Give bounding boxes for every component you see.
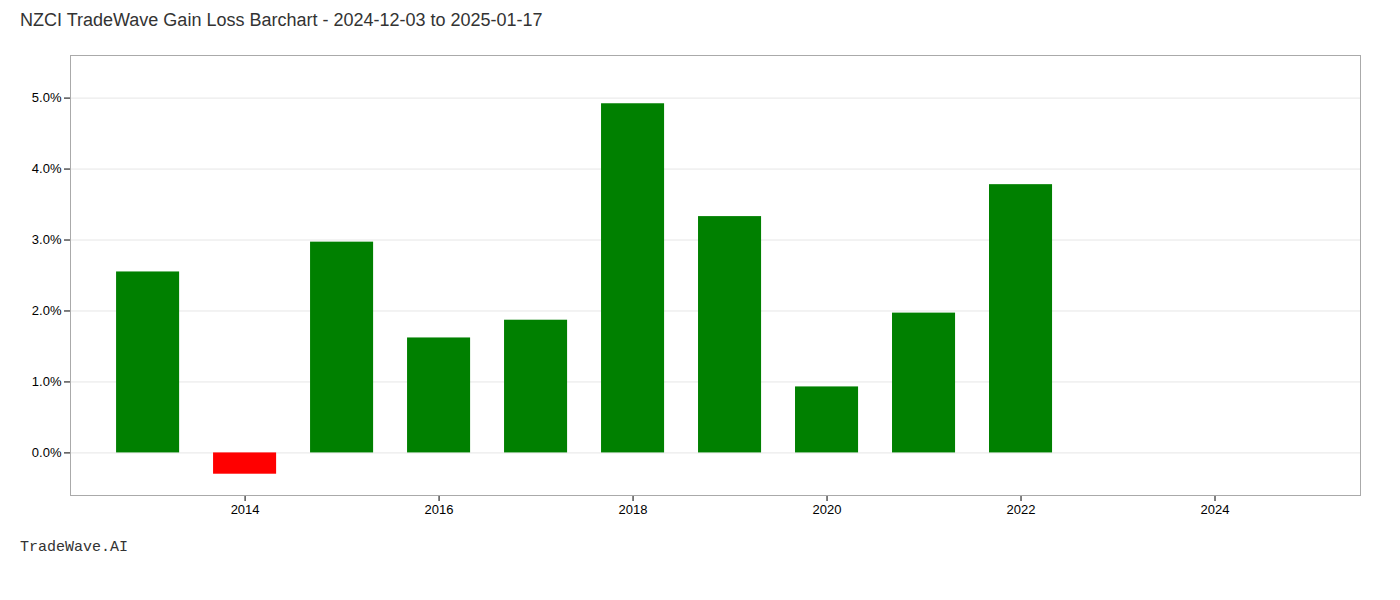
svg-text:5.0%: 5.0% — [32, 90, 62, 105]
svg-text:2016: 2016 — [425, 502, 454, 517]
svg-text:2020: 2020 — [813, 502, 842, 517]
svg-text:2014: 2014 — [231, 502, 260, 517]
html-text:TradeWave.AI: TradeWave.AI — [20, 539, 128, 556]
svg-text:2024: 2024 — [1201, 502, 1230, 517]
html-text:NZCI TradeWave Gain Loss Barch: NZCI TradeWave Gain Loss Barchart - 2024… — [20, 10, 543, 30]
svg-text:0.0%: 0.0% — [32, 445, 62, 460]
svg-text:2.0%: 2.0% — [32, 303, 62, 318]
svg-text:3.0%: 3.0% — [32, 232, 62, 247]
svg-text:2018: 2018 — [619, 502, 648, 517]
svg-text:1.0%: 1.0% — [32, 374, 62, 389]
svg-text:4.0%: 4.0% — [32, 161, 62, 176]
svg-text:2022: 2022 — [1007, 502, 1036, 517]
